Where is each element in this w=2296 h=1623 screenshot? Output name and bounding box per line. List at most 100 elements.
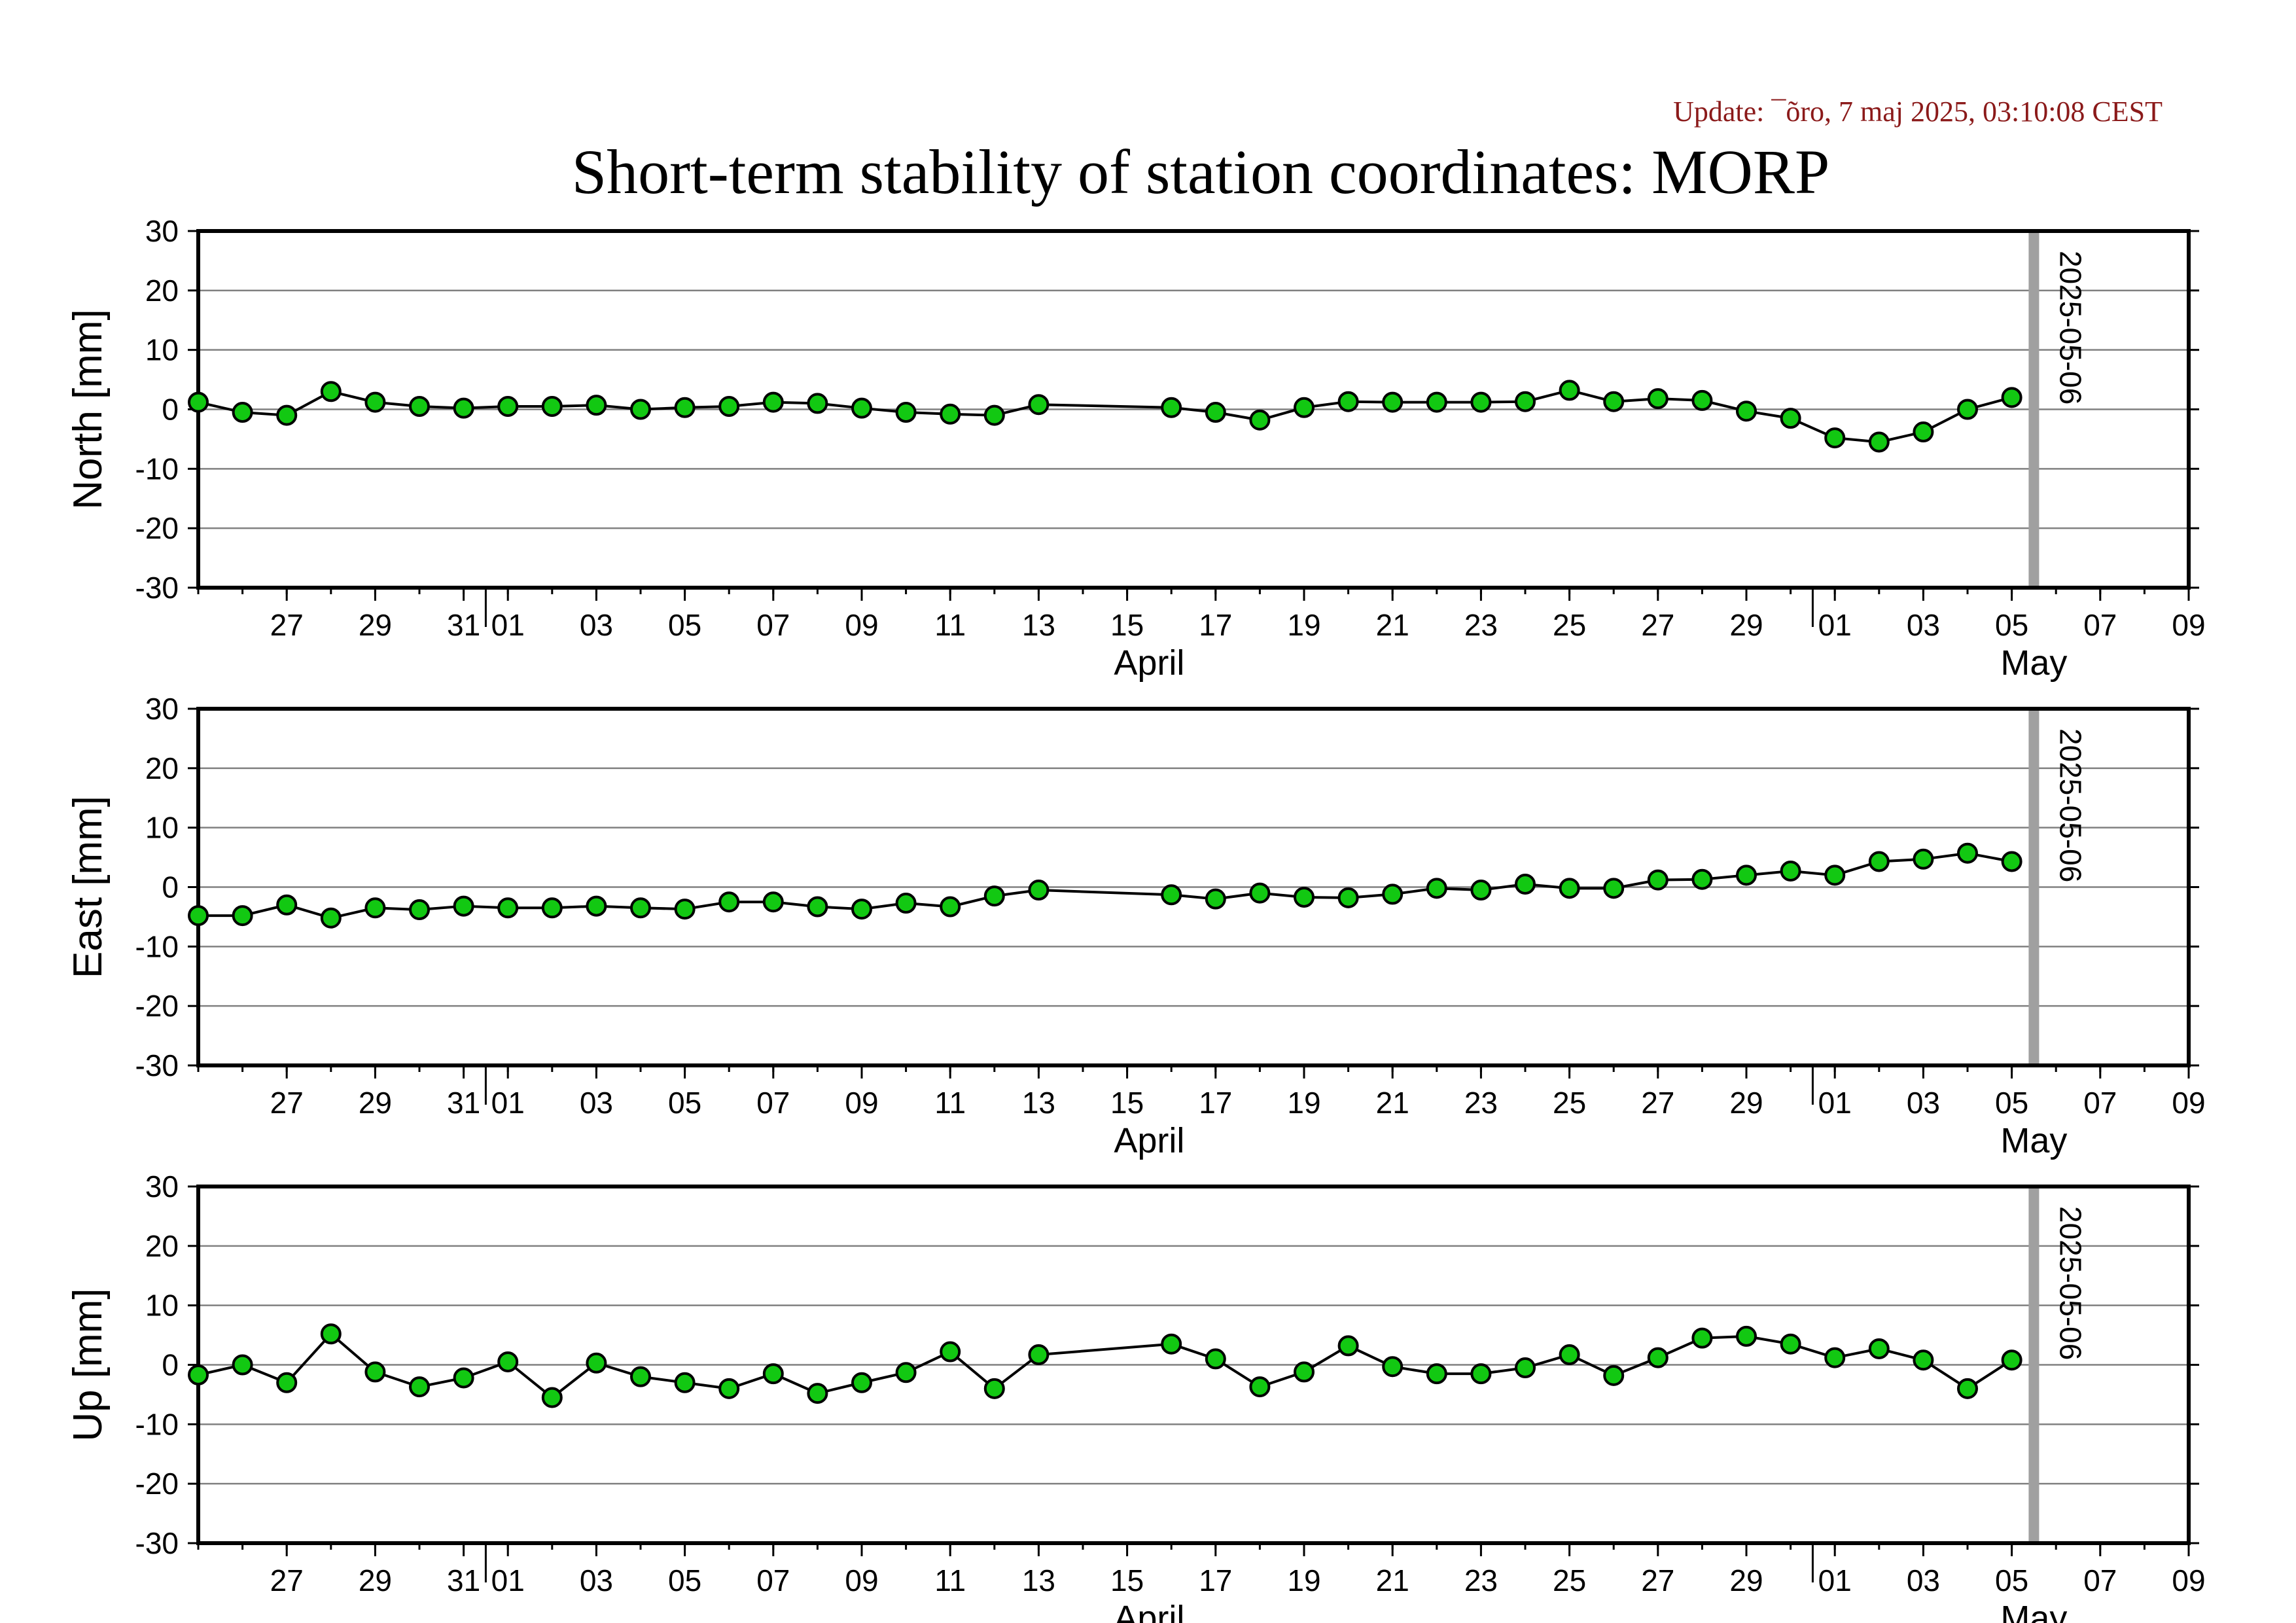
x-tick-label: 03 (580, 608, 613, 642)
x-tick-label: 05 (668, 608, 701, 642)
data-point (188, 1364, 209, 1385)
x-tick-label: 31 (447, 1563, 480, 1597)
data-point (541, 395, 563, 417)
data-point (1028, 394, 1050, 416)
data-point (718, 891, 740, 913)
x-tick-label: 19 (1287, 608, 1320, 642)
data-point (1205, 402, 1226, 423)
data-point (1780, 408, 1801, 429)
data-point (497, 1351, 519, 1372)
x-tick-label: 23 (1464, 1086, 1498, 1120)
data-point (541, 897, 563, 919)
y-tick-label: -10 (135, 452, 179, 486)
data-point (497, 897, 519, 919)
y-tick-label: -20 (135, 511, 179, 545)
data-point (1382, 391, 1404, 413)
data-point (1559, 1344, 1580, 1366)
y-axis-label: Up [mm] (65, 1288, 111, 1441)
data-point (1957, 1378, 1978, 1399)
x-tick-label: 09 (2172, 1563, 2205, 1597)
data-point (630, 897, 651, 919)
x-tick-label: 29 (359, 1086, 392, 1120)
date-marker-label: 2025-05-06 (2053, 251, 2087, 404)
x-tick-label: 25 (1553, 1086, 1586, 1120)
x-tick-label: 17 (1199, 1563, 1232, 1597)
data-point (674, 397, 696, 418)
data-point (276, 1372, 298, 1393)
x-tick-label: 27 (270, 608, 304, 642)
y-axis-label: East [mm] (65, 796, 111, 978)
data-point (188, 905, 209, 927)
y-tick-label: 20 (145, 751, 179, 785)
data-point (1780, 1333, 1801, 1355)
data-point (983, 885, 1005, 907)
y-tick-label: 20 (145, 274, 179, 308)
x-tick-label: 05 (668, 1563, 701, 1597)
data-point (1382, 1356, 1404, 1378)
x-tick-label: 03 (580, 1563, 613, 1597)
data-point (718, 395, 740, 417)
x-tick-label: 15 (1110, 1086, 1144, 1120)
data-point (1294, 1361, 1315, 1383)
data-point (1780, 860, 1801, 882)
data-point (1603, 1364, 1625, 1386)
x-tick-label: 29 (359, 608, 392, 642)
data-point (1294, 886, 1315, 908)
month-label: May (2000, 643, 2067, 683)
data-point (1736, 865, 1757, 886)
data-point (983, 1378, 1005, 1399)
x-tick-label: 15 (1110, 608, 1144, 642)
data-point (1824, 427, 1846, 449)
data-point (586, 895, 607, 917)
data-point (1426, 878, 1447, 899)
data-point (1824, 865, 1846, 886)
x-tick-label: 07 (2083, 1563, 2117, 1597)
x-tick-label: 11 (934, 1086, 966, 1120)
data-point (1249, 882, 1271, 904)
data-point (807, 896, 828, 918)
data-point (630, 1366, 651, 1387)
data-point (320, 907, 342, 929)
x-tick-label: 11 (934, 608, 966, 642)
data-point (940, 896, 961, 918)
x-tick-label: 11 (934, 1563, 966, 1597)
data-point (1426, 1363, 1447, 1385)
x-tick-label: 03 (580, 1086, 613, 1120)
x-tick-label: 05 (668, 1086, 701, 1120)
y-tick-label: 10 (145, 811, 179, 845)
y-tick-label: -30 (135, 1526, 179, 1560)
data-point (2001, 387, 2022, 408)
x-tick-label: 19 (1287, 1086, 1320, 1120)
date-marker-label: 2025-05-06 (2053, 1206, 2087, 1360)
x-tick-label: 09 (2172, 1086, 2205, 1120)
data-point (320, 381, 342, 402)
x-tick-label: 03 (1907, 1563, 1940, 1597)
data-point (1736, 1325, 1757, 1347)
data-point (409, 1376, 430, 1398)
x-tick-label: 21 (1376, 608, 1409, 642)
y-tick-label: 0 (162, 1348, 179, 1382)
panel-1: 2025-05-06 30 20 10 0 -10 -20 -30 27 29 31 01 03 05 07… (65, 692, 2206, 1160)
data-point (1691, 389, 1713, 411)
y-tick-label: 30 (145, 1169, 179, 1204)
x-tick-label: 27 (1641, 608, 1674, 642)
data-point (851, 899, 872, 920)
data-point (1913, 1349, 1934, 1371)
data-point (1691, 868, 1713, 890)
y-tick-label: 30 (145, 214, 179, 248)
data-point (718, 1378, 740, 1399)
data-point (895, 402, 917, 423)
data-point (364, 391, 386, 413)
x-tick-label: 17 (1199, 608, 1232, 642)
data-point (1426, 391, 1447, 413)
data-point (1736, 401, 1757, 422)
data-point (497, 395, 519, 417)
data-point (1647, 1347, 1669, 1368)
data-point (541, 1387, 563, 1408)
panel-2: 2025-05-06 30 20 10 0 -10 -20 -30 27 29 31 01 03 05 07… (65, 1169, 2206, 1623)
x-tick-label: 07 (756, 1086, 790, 1120)
data-point (895, 893, 917, 914)
data-point (1691, 1327, 1713, 1349)
data-point (1028, 880, 1050, 901)
